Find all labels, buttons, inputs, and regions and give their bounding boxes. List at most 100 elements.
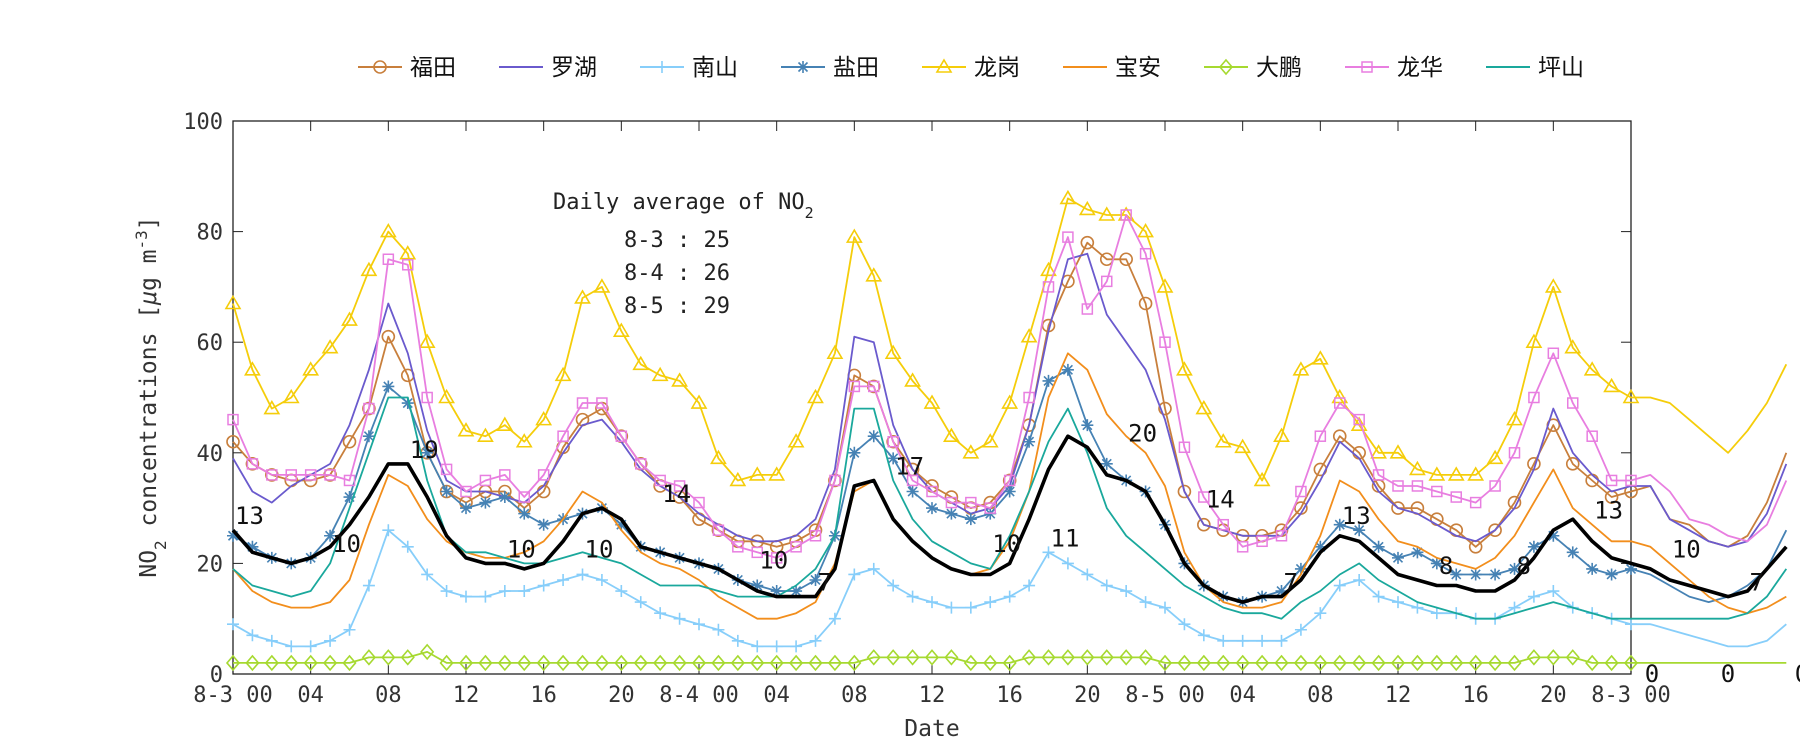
series-line: [232, 197, 1788, 482]
data-point: [1508, 447, 1521, 459]
data-point: [1061, 557, 1074, 570]
data-point: [595, 573, 608, 586]
data-point: [1081, 568, 1094, 581]
data-point: [1022, 649, 1037, 666]
data-point: [1311, 350, 1329, 365]
data-point: [360, 261, 378, 277]
data-point: [499, 469, 511, 481]
data-point: [1100, 579, 1113, 592]
peak-label: 10: [992, 530, 1021, 558]
data-point: [654, 474, 666, 487]
data-point: [1195, 399, 1213, 415]
data-point: [1177, 484, 1192, 499]
data-point: [321, 339, 339, 354]
data-point: [1333, 518, 1346, 531]
x-tick-label: 8-3 00: [1591, 683, 1670, 708]
data-point: [1488, 523, 1502, 538]
data-point: [1078, 200, 1096, 216]
annotation-line-3: 8-5 : 29: [624, 294, 730, 319]
data-point: [1040, 261, 1057, 277]
peak-label: 13: [235, 502, 264, 530]
data-point: [671, 372, 688, 387]
data-point: [1003, 474, 1016, 487]
data-point: [324, 634, 337, 647]
data-point: [596, 397, 608, 409]
data-point: [361, 649, 376, 666]
data-point: [1361, 61, 1373, 73]
series-line: [232, 214, 1788, 559]
overflow-zero-label: 0: [1721, 660, 1735, 688]
data-point: [1274, 654, 1289, 672]
data-point: [1352, 654, 1367, 672]
data-point: [848, 568, 861, 581]
data-point: [1411, 480, 1424, 492]
data-point: [1389, 444, 1407, 459]
data-point: [1506, 411, 1523, 426]
data-point: [790, 541, 802, 553]
peak-label: 7: [818, 569, 832, 597]
legend-item: 盐田: [781, 55, 879, 81]
data-point: [829, 474, 841, 487]
data-point: [1390, 654, 1406, 672]
data-point: [554, 366, 572, 382]
data-point: [1003, 590, 1016, 603]
data-point: [1060, 649, 1075, 666]
data-point: [797, 61, 809, 73]
data-point: [226, 434, 240, 449]
data-point: [362, 430, 375, 443]
data-point: [769, 654, 784, 672]
legend-label: 龙华: [1397, 55, 1443, 81]
data-point: [1391, 501, 1405, 515]
data-point: [615, 430, 628, 442]
data-point: [1372, 540, 1385, 553]
series-福田: [226, 235, 1788, 554]
data-point: [1489, 568, 1502, 581]
data-point: [711, 654, 726, 672]
data-point: [1294, 623, 1307, 636]
data-point: [1098, 206, 1116, 221]
overflow-zero-label: 0: [1795, 660, 1800, 688]
data-point: [438, 388, 455, 404]
data-point: [1469, 496, 1482, 509]
data-point: [342, 654, 357, 672]
data-point: [343, 623, 356, 636]
y-tick-label: 100: [183, 110, 223, 135]
x-axis: 8-3 00 04 08 12 16 20 8-4 00 04 08 12 16 20 8-5 00 04…: [193, 121, 1671, 708]
data-point: [1119, 252, 1133, 267]
data-point: [537, 518, 550, 531]
legend-label: 龙岗: [974, 55, 1020, 81]
data-point: [323, 654, 338, 672]
data-point: [1372, 469, 1385, 481]
data-point: [263, 399, 281, 415]
data-point: [1372, 590, 1385, 603]
data-point: [440, 463, 453, 476]
data-point: [497, 654, 512, 672]
data-point: [1410, 654, 1425, 672]
data-point: [1217, 518, 1229, 531]
peak-label: 8: [1439, 552, 1453, 580]
data-point: [926, 502, 938, 515]
data-point: [1447, 466, 1465, 481]
data-point: [635, 458, 647, 470]
peak-label: 7: [1284, 569, 1298, 597]
legend-label: 罗湖: [551, 55, 597, 81]
data-point: [1449, 654, 1464, 672]
data-point: [1235, 654, 1250, 672]
data-point: [373, 60, 387, 74]
data-point: [809, 573, 822, 586]
data-point: [1314, 607, 1327, 620]
data-point: [651, 366, 669, 382]
data-point: [906, 485, 919, 498]
legend-label: 大鹏: [1256, 55, 1302, 81]
data-point: [1370, 444, 1387, 459]
legend-label: 南山: [692, 55, 738, 81]
data-point: [673, 480, 686, 492]
data-point: [693, 496, 705, 509]
data-point: [1392, 480, 1404, 492]
data-point: [1099, 649, 1114, 666]
data-point: [1586, 562, 1599, 575]
data-point: [983, 654, 998, 672]
legend-label: 福田: [410, 55, 456, 81]
data-point: [245, 457, 260, 471]
data-point: [1507, 654, 1522, 672]
